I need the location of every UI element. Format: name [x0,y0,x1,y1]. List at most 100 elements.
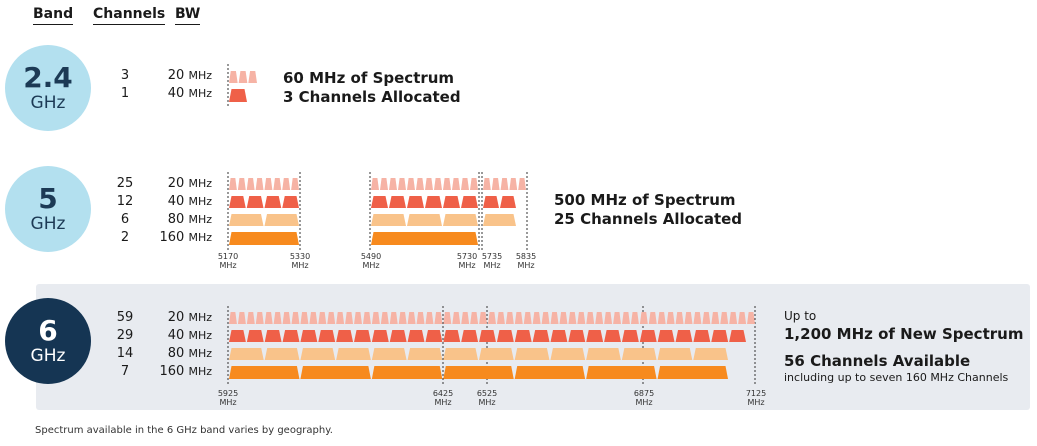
channel-20mhz [255,178,264,190]
channel-40mhz [657,330,675,342]
bandwidth-unit: MHz [188,365,212,378]
freq-marker: 6875 MHz [629,389,659,407]
channel-40mhz [621,330,639,342]
channel-20mhz [500,178,509,190]
channel-20mhz [362,312,371,324]
channel-count: 3 [120,68,130,83]
channel-20mhz [434,178,442,190]
channel-20mhz [509,178,518,190]
channel-40mhz [586,330,604,342]
channel-80mhz [264,348,300,360]
summary-channels: 25 Channels Allocated [554,210,743,228]
bandwidth-label: 20 MHz [142,176,212,191]
freq-value: 5490 [360,252,382,261]
bandwidth-label: 160 MHz [142,230,212,245]
channel-40mhz [461,330,479,342]
freq-unit: MHz [483,261,501,270]
channel-20mhz [505,312,514,324]
channel-80mhz [407,214,442,226]
bandwidth-label: 80 MHz [142,212,212,227]
freq-unit: MHz [747,398,765,407]
bandwidth-label: 160 MHz [142,364,212,379]
channel-20mhz [666,312,675,324]
channel-20mhz [541,312,550,324]
channel-20mhz [630,312,639,324]
channel-20mhz [246,312,255,324]
channel-20mhz [452,178,460,190]
bandwidth-unit: MHz [188,177,212,190]
channel-20mhz [711,312,720,324]
freq-unit: MHz [219,261,237,270]
channel-40mhz [639,330,657,342]
channel-160mhz [443,366,514,379]
bandwidth-unit: MHz [188,195,212,208]
summary-6ghz-channels: 56 Channels Available [784,352,971,370]
channel-20mhz [738,312,747,324]
channel-20mhz [443,312,452,324]
channel-20mhz [518,178,526,190]
channel-20mhz [371,312,380,324]
bandwidth-unit: MHz [188,87,212,100]
channel-20mhz [639,312,648,324]
channel-20mhz [491,178,500,190]
channel-20mhz [470,312,479,324]
channel-40mhz [371,196,388,208]
channel-20mhz [595,312,604,324]
channel-20mhz [604,312,613,324]
freq-value: 5330 [289,252,311,261]
summary-2-4ghz: 60 MHz of Spectrum 3 Channels Allocated [283,69,461,107]
channel-20mhz [229,312,237,324]
band-unit: GHz [30,93,66,113]
freq-value: 5735 [481,252,503,261]
channel-count: 14 [116,346,134,361]
channel-40mhz [407,330,425,342]
channel-20mhz [488,312,496,324]
channel-40mhz [300,330,318,342]
channel-20mhz [389,178,397,190]
channel-20mhz [237,312,246,324]
freq-unit: MHz [434,398,452,407]
channel-20mhz [255,312,264,324]
channel-20mhz [327,312,336,324]
channel-20mhz [648,312,657,324]
channel-20mhz [452,312,461,324]
freq-value: 5835 [515,252,537,261]
freq-marker: 5835 MHz [511,252,541,270]
channel-20mhz [416,178,424,190]
channel-40mhz [229,330,246,342]
freq-marker: 5735 MHz [477,252,507,270]
channel-20mhz [300,312,309,324]
channel-20mhz [425,312,434,324]
band-number: 5 [38,182,58,215]
channel-160mhz [371,366,443,379]
bandwidth-unit: MHz [188,69,212,82]
channel-20mhz [483,178,491,190]
channel-80mhz [264,214,299,226]
channel-80mhz [693,348,728,360]
freq-unit: MHz [478,398,496,407]
channel-20mhz [729,312,738,324]
header-bw: BW [175,6,201,25]
channel-count: 59 [116,310,134,325]
channel-20mhz [514,312,523,324]
channel-160mhz [657,366,728,379]
bandwidth-unit: MHz [188,213,212,226]
channel-count: 2 [120,230,130,245]
channel-20mhz [470,178,478,190]
channel-20mhz [443,178,451,190]
channel-20mhz [586,312,595,324]
summary-spectrum: 500 MHz of Spectrum [554,191,736,209]
freq-unit: MHz [291,261,309,270]
channel-40mhz [532,330,550,342]
channel-20mhz [380,312,389,324]
channel-40mhz [443,330,461,342]
channel-20mhz [532,312,541,324]
channel-40mhz [407,196,424,208]
channel-20mhz [282,312,291,324]
bandwidth-value: 40 [167,194,185,209]
channel-20mhz [398,178,406,190]
summary-spectrum: 60 MHz of Spectrum [283,69,455,87]
channel-40mhz [246,196,264,208]
channel-80mhz [229,214,264,226]
